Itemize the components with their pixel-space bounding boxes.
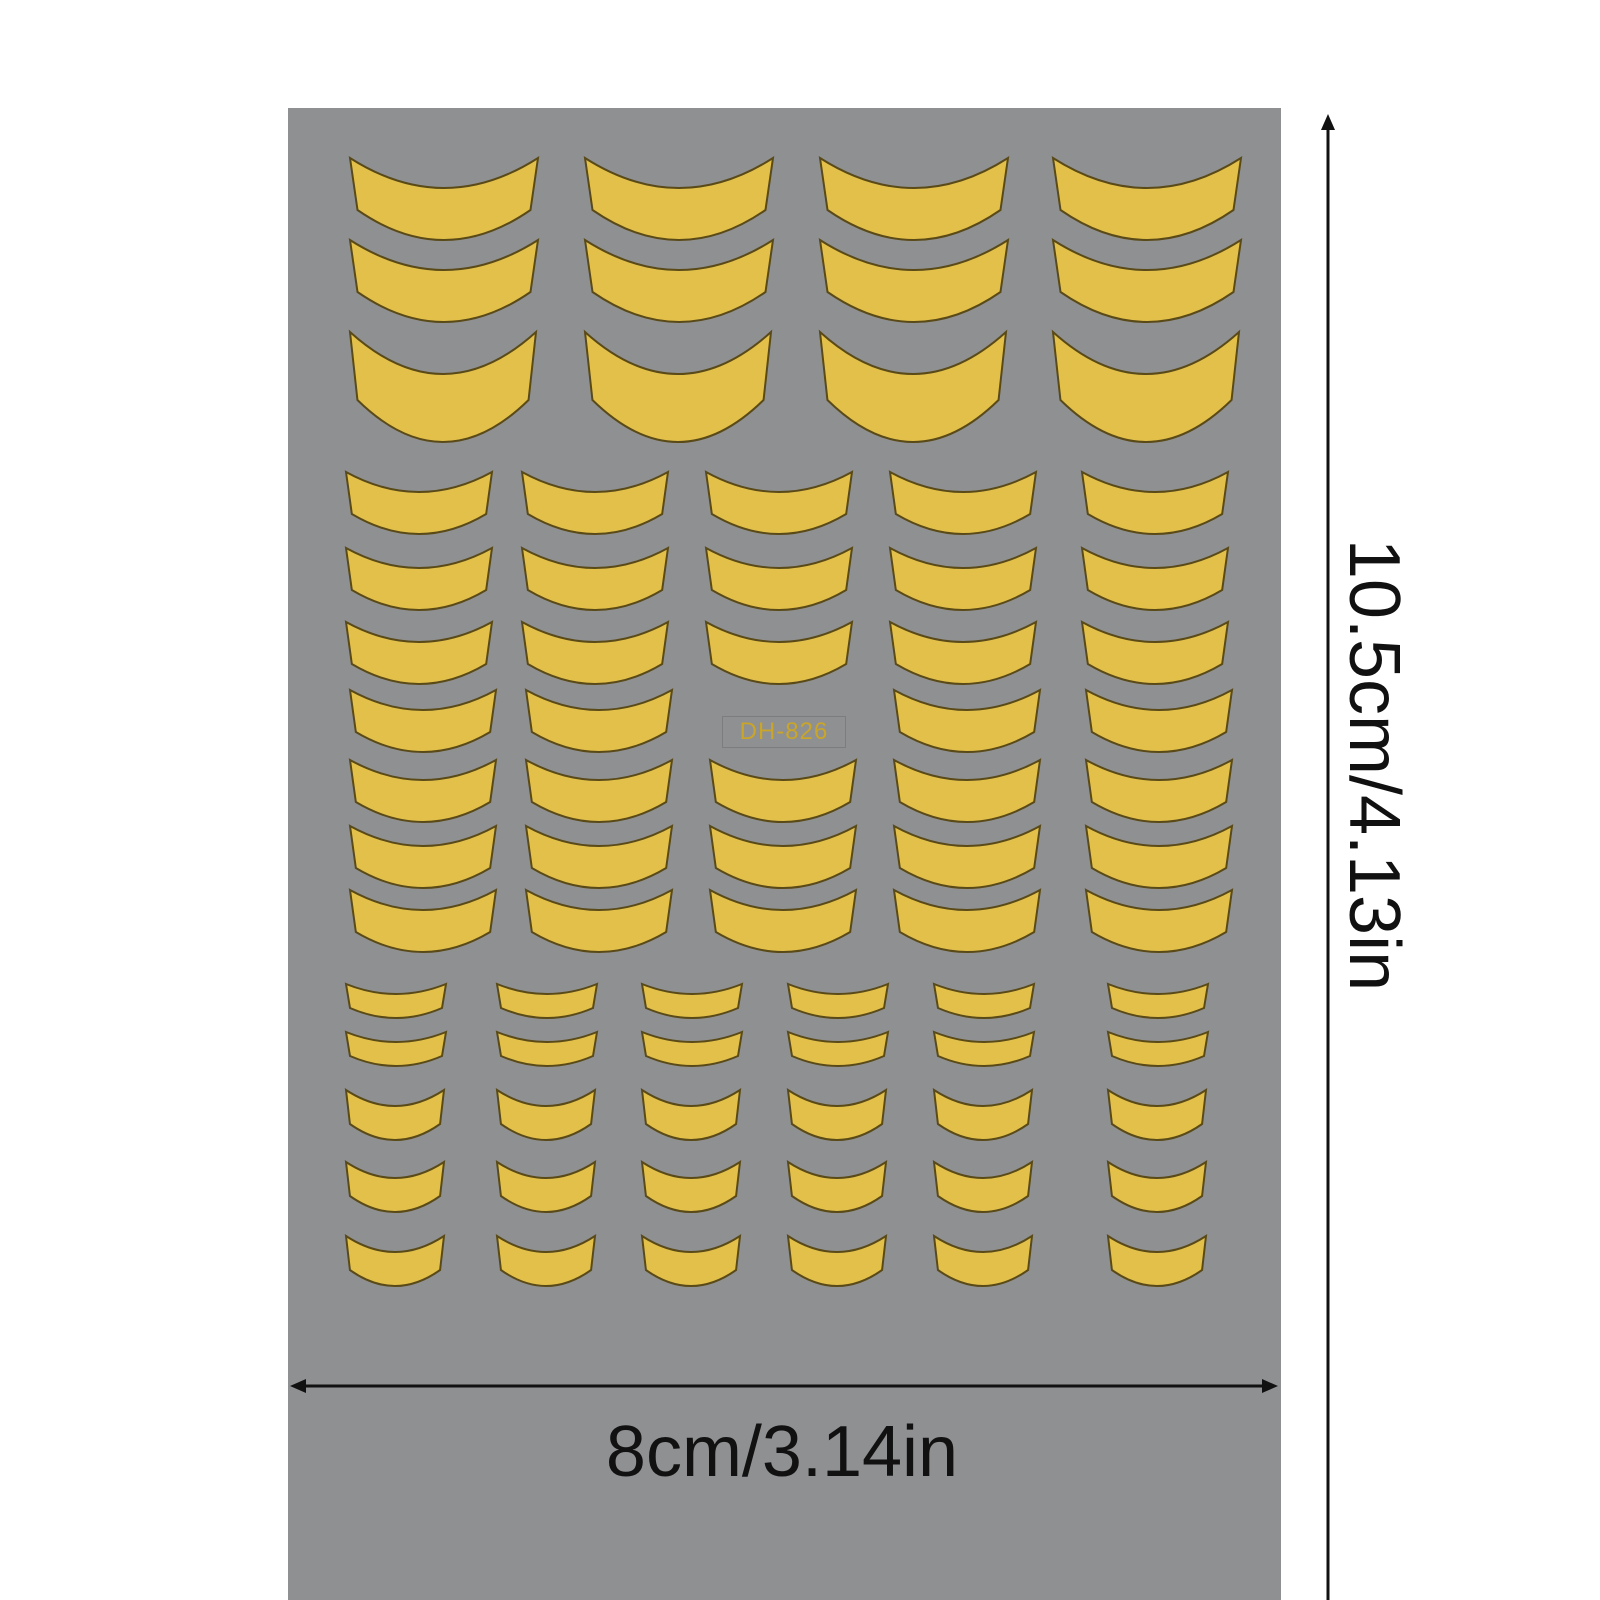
nail-sticker (640, 1087, 742, 1141)
nail-sticker (1084, 888, 1234, 953)
nail-sticker (1080, 470, 1230, 535)
nail-sticker (520, 470, 670, 535)
nail-sticker (888, 620, 1038, 685)
nail-sticker (583, 155, 775, 241)
nail-sticker (348, 329, 538, 443)
nail-sticker (1106, 1030, 1210, 1067)
width-dimension-label: 8cm/3.14in (605, 1412, 959, 1492)
height-arrow (1321, 114, 1335, 1600)
nail-sticker (704, 546, 854, 611)
nail-sticker (348, 688, 498, 753)
width-arrow (290, 1379, 1278, 1393)
nail-sticker (583, 237, 775, 323)
nail-sticker (1080, 546, 1230, 611)
nail-sticker (892, 688, 1042, 753)
height-dimension-label: 10.5cm/4.13in (1334, 538, 1414, 992)
nail-sticker (818, 155, 1010, 241)
nail-sticker (344, 1030, 448, 1067)
nail-sticker (892, 888, 1042, 953)
nail-sticker (888, 546, 1038, 611)
nail-sticker (786, 1159, 888, 1213)
nail-sticker (495, 1087, 597, 1141)
nail-sticker (640, 982, 744, 1019)
nail-sticker (344, 546, 494, 611)
nail-sticker (1080, 620, 1230, 685)
nail-sticker (344, 1087, 446, 1141)
nail-sticker (1106, 1159, 1208, 1213)
nail-sticker (1051, 237, 1243, 323)
nail-sticker (495, 1233, 597, 1287)
nail-sticker (348, 758, 498, 823)
nail-sticker (524, 688, 674, 753)
nail-sticker (344, 1159, 446, 1213)
sticker-group (344, 155, 1243, 1287)
nail-sticker (524, 758, 674, 823)
nail-sticker (495, 1030, 599, 1067)
nail-sticker (344, 982, 448, 1019)
nail-sticker (348, 155, 540, 241)
nail-sticker (348, 888, 498, 953)
nail-sticker (818, 237, 1010, 323)
nail-sticker (932, 1233, 1034, 1287)
nail-sticker (348, 824, 498, 889)
nail-sticker (495, 1159, 597, 1213)
nail-sticker (1051, 329, 1241, 443)
nail-sticker (583, 329, 773, 443)
nail-sticker (524, 888, 674, 953)
nail-sticker (932, 982, 1036, 1019)
nail-sticker (708, 758, 858, 823)
nail-sticker (520, 546, 670, 611)
nail-sticker (1084, 824, 1234, 889)
nail-sticker (1106, 1233, 1208, 1287)
nail-sticker (640, 1233, 742, 1287)
nail-sticker (892, 824, 1042, 889)
nail-sticker (708, 888, 858, 953)
nail-sticker (348, 237, 540, 323)
nail-sticker (892, 758, 1042, 823)
nail-sticker (344, 1233, 446, 1287)
nail-sticker (520, 620, 670, 685)
nail-sticker (786, 1087, 888, 1141)
nail-sticker (818, 329, 1008, 443)
nail-sticker (344, 620, 494, 685)
nail-sticker (344, 470, 494, 535)
nail-sticker (1106, 982, 1210, 1019)
nail-sticker (524, 824, 674, 889)
nail-sticker (932, 1030, 1036, 1067)
nail-sticker (888, 470, 1038, 535)
nail-sticker (932, 1087, 1034, 1141)
nail-sticker (1084, 758, 1234, 823)
nail-sticker (704, 470, 854, 535)
nail-sticker (786, 982, 890, 1019)
nail-sticker (640, 1030, 744, 1067)
nail-sticker (932, 1159, 1034, 1213)
nail-sticker (1106, 1087, 1208, 1141)
nail-sticker (495, 982, 599, 1019)
nail-sticker (786, 1233, 888, 1287)
sheet-code-label: DH-826 (722, 716, 846, 748)
nail-sticker (640, 1159, 742, 1213)
nail-sticker (1051, 155, 1243, 241)
nail-sticker (1084, 688, 1234, 753)
nail-sticker (704, 620, 854, 685)
nail-sticker (708, 824, 858, 889)
nail-sticker (786, 1030, 890, 1067)
